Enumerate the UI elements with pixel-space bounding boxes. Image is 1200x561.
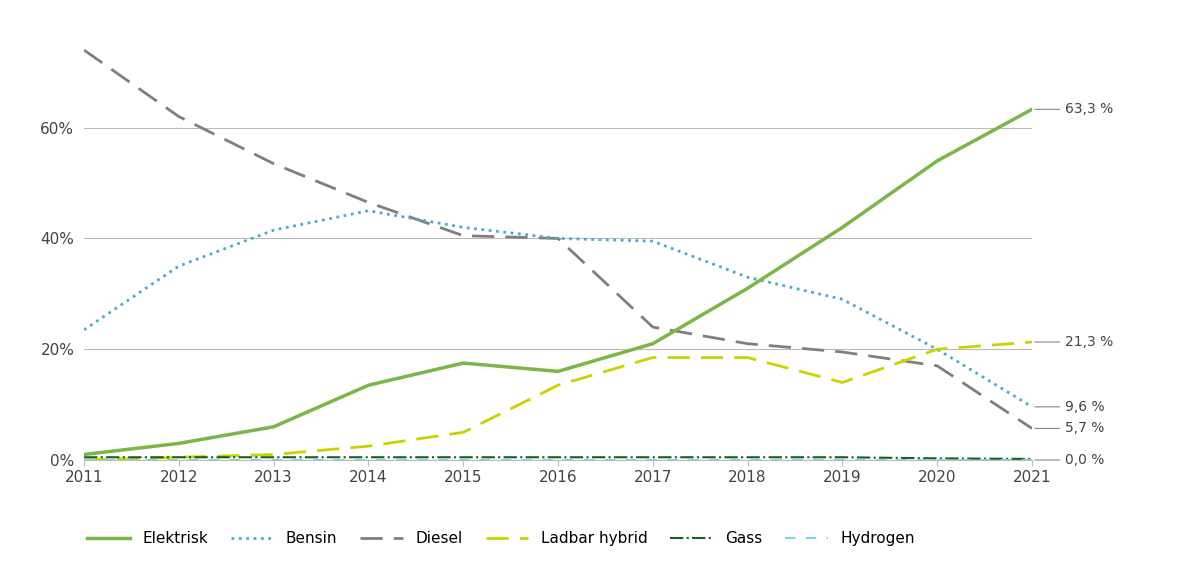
Text: 21,3 %: 21,3 %	[1034, 335, 1114, 349]
Text: 0,0 %: 0,0 %	[1034, 453, 1104, 467]
Legend: Elektrisk, Bensin, Diesel, Ladbar hybrid, Gass, Hydrogen: Elektrisk, Bensin, Diesel, Ladbar hybrid…	[82, 525, 922, 553]
Text: 9,6 %: 9,6 %	[1034, 400, 1105, 414]
Text: 63,3 %: 63,3 %	[1034, 102, 1114, 116]
Text: 5,7 %: 5,7 %	[1034, 421, 1104, 435]
